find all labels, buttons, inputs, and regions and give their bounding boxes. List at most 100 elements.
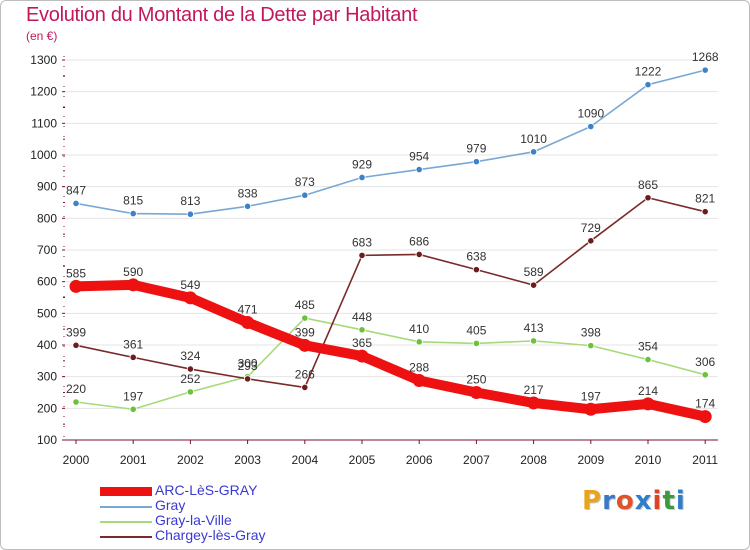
data-label: 847 <box>66 183 86 197</box>
data-point <box>358 326 366 334</box>
data-label: 485 <box>295 298 315 312</box>
data-point <box>698 410 712 424</box>
data-label: 873 <box>295 175 315 189</box>
data-label: 252 <box>180 372 200 386</box>
data-point <box>415 250 423 259</box>
data-point <box>301 191 309 199</box>
data-point <box>183 291 197 305</box>
data-point <box>355 349 369 363</box>
chart-subtitle: (en €) <box>26 29 58 43</box>
legend-label: Gray <box>155 497 186 513</box>
data-label: 589 <box>524 265 544 279</box>
series-line <box>75 317 707 411</box>
data-label: 979 <box>466 142 486 156</box>
data-point <box>527 396 541 410</box>
data-label: 1010 <box>520 132 547 146</box>
y-tick-label: 1200 <box>30 85 57 99</box>
data-label: 410 <box>409 322 429 336</box>
y-tick-label: 700 <box>37 243 57 257</box>
data-point <box>72 199 80 208</box>
x-tick-label: 2008 <box>520 453 547 467</box>
data-point <box>529 281 538 289</box>
data-point <box>587 342 595 350</box>
data-point <box>701 208 709 216</box>
data-label: 399 <box>295 325 315 339</box>
x-tick-label: 2007 <box>463 453 490 467</box>
data-point <box>587 237 595 245</box>
y-tick-label: 200 <box>37 401 57 415</box>
data-label: 398 <box>581 326 601 340</box>
data-label: 293 <box>238 359 258 373</box>
y-tick-label: 900 <box>37 180 57 194</box>
data-label: 288 <box>409 360 429 374</box>
x-tick-label: 2010 <box>635 453 662 467</box>
data-point <box>415 165 423 174</box>
data-label: 1222 <box>635 65 662 79</box>
legend-swatch <box>100 521 152 523</box>
data-point <box>472 158 480 166</box>
data-point <box>644 81 652 89</box>
data-point <box>415 338 423 346</box>
data-label: 214 <box>638 384 658 398</box>
data-point <box>129 405 137 413</box>
data-label: 405 <box>466 323 486 337</box>
data-point <box>72 398 80 406</box>
logo-letter: t <box>662 486 676 516</box>
y-tick-label: 600 <box>37 275 57 289</box>
data-label: 220 <box>66 382 86 396</box>
data-label: 174 <box>695 397 715 411</box>
data-point <box>301 383 309 392</box>
data-label: 821 <box>695 192 715 206</box>
data-point <box>241 316 255 330</box>
data-label: 683 <box>352 235 372 249</box>
data-point <box>298 338 312 352</box>
y-tick-label: 400 <box>37 338 57 352</box>
data-point <box>529 337 538 345</box>
logo-letter: P <box>582 486 603 516</box>
legend-label: Gray-la-Ville <box>155 512 232 528</box>
x-tick-label: 2003 <box>234 453 261 467</box>
data-point <box>472 266 480 274</box>
data-point <box>126 278 140 292</box>
data-label: 266 <box>295 367 315 381</box>
data-point <box>584 402 598 416</box>
x-tick-label: 2011 <box>692 453 718 467</box>
logo-letter: r <box>602 486 616 516</box>
data-label: 813 <box>180 194 200 208</box>
x-tick-label: 2006 <box>406 453 433 467</box>
data-label: 399 <box>66 325 86 339</box>
y-tick-label: 1000 <box>30 148 57 162</box>
legend-swatch <box>100 536 152 538</box>
data-point <box>701 66 709 74</box>
data-label: 929 <box>352 157 372 171</box>
data-label: 324 <box>180 349 200 363</box>
data-label: 306 <box>695 355 715 369</box>
logo-letter: i <box>652 486 663 516</box>
data-label: 354 <box>638 340 658 354</box>
data-point <box>69 279 83 293</box>
data-label: 217 <box>524 383 544 397</box>
data-label: 300 <box>238 357 258 371</box>
data-point <box>644 194 652 202</box>
data-point <box>129 353 137 361</box>
data-label: 638 <box>466 250 486 264</box>
x-tick-label: 2004 <box>291 453 318 467</box>
data-point <box>587 122 595 131</box>
data-label: 250 <box>466 373 486 387</box>
data-label: 549 <box>180 278 200 292</box>
y-tick-label: 100 <box>37 433 57 447</box>
data-label: 413 <box>524 321 544 335</box>
series-line <box>75 69 707 216</box>
data-label: 815 <box>123 194 143 208</box>
y-tick-label: 800 <box>37 211 57 225</box>
x-tick-label: 2002 <box>177 453 204 467</box>
proxiti-logo: Proxiti <box>582 486 686 516</box>
data-point <box>469 386 483 399</box>
data-point <box>186 388 194 396</box>
x-tick-label: 2009 <box>577 453 604 467</box>
x-tick-label: 2000 <box>63 453 90 467</box>
logo-letter: o <box>615 486 635 516</box>
data-point <box>244 202 252 210</box>
data-point <box>701 371 709 379</box>
data-label: 686 <box>409 234 429 248</box>
